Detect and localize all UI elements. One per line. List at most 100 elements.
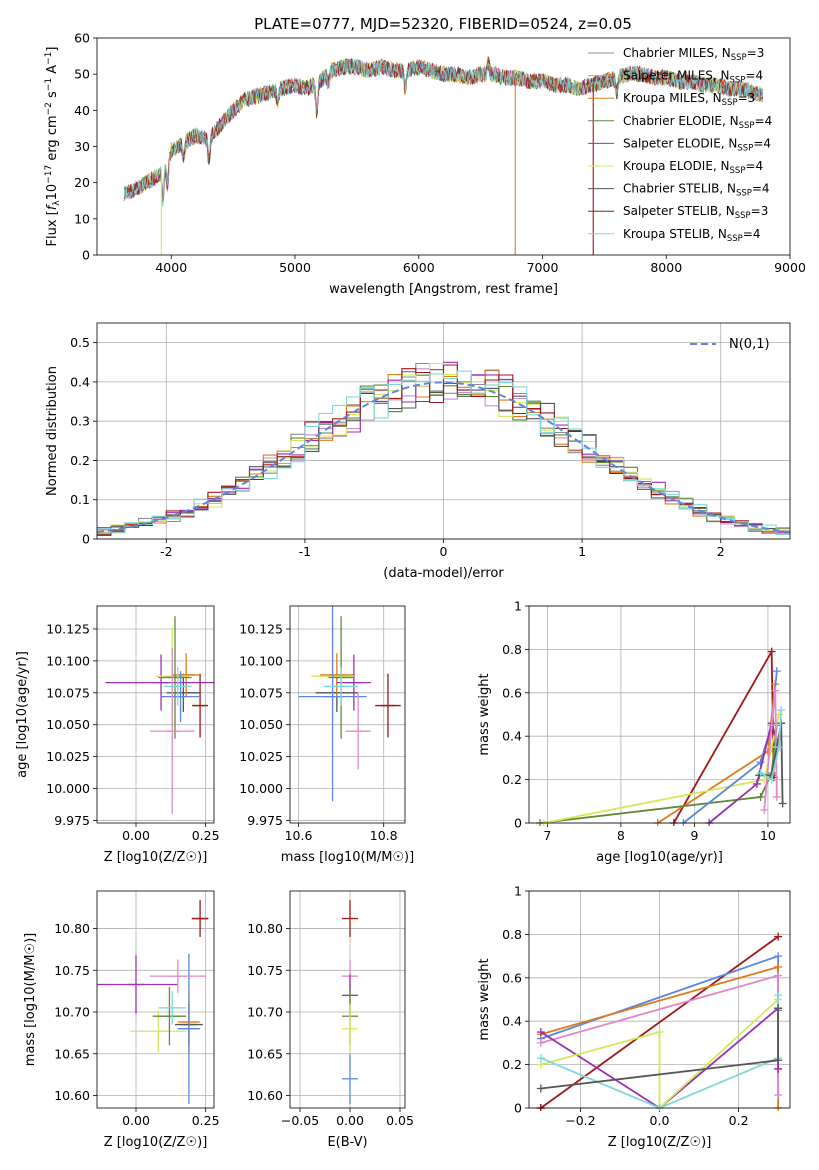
x-axis-label: E(B-V) [327, 1135, 367, 1150]
x-tick-label: 9000 [774, 260, 806, 275]
x-tick-label: 0.00 [122, 828, 150, 843]
x-tick-label: 10 [760, 828, 776, 843]
y-label-part: −2 [44, 102, 54, 115]
y-axis-label: Flux [fλ10−17 erg cm−2 s−1 A−1] [44, 47, 62, 247]
y-label-part: s [45, 91, 60, 102]
axes-frame [96, 322, 791, 540]
weight-marker-3-0 [536, 1038, 545, 1047]
x-axis-label: Z [log10(Z/Z☉)] [104, 850, 208, 865]
weight-marker-6-3 [772, 792, 781, 801]
y-tick-label: 0.2 [70, 453, 90, 468]
x-tick-label: 0.25 [192, 1113, 220, 1128]
legend-n: =3 [747, 46, 765, 60]
legend-n: =3 [751, 204, 769, 218]
x-tick-label: 7 [543, 828, 551, 843]
weight-marker-6-2 [771, 686, 780, 695]
y-tick-label: 0 [82, 248, 90, 263]
weight-marker-3-2 [774, 1090, 783, 1099]
weight-line-8 [760, 710, 783, 782]
y-tick-label: 0.1 [70, 492, 90, 507]
x-tick-label: 1 [578, 544, 586, 559]
y-tick-label: 0.6 [502, 970, 522, 985]
weight-marker-0-2 [774, 932, 783, 941]
y-tick-label: 10.075 [46, 685, 90, 700]
legend-entry-0: Chabrier MILES, NSSP=3 [623, 46, 764, 63]
y-tick-label: 10.60 [247, 1088, 283, 1103]
y-tick-label: 10.075 [239, 685, 283, 700]
y-axis-label: Normed distribution [45, 366, 60, 496]
legend-entry-3: Chabrier ELODIE, NSSP=4 [623, 114, 772, 131]
weight-marker-0-1 [767, 647, 776, 656]
legend-entry-6: Chabrier STELIB, NSSP=4 [623, 182, 770, 199]
y-tick-label: 0.5 [70, 335, 90, 350]
legend-label: Chabrier MILES, N [623, 46, 731, 60]
axes-frame [96, 605, 215, 824]
y-tick-label: 0.4 [70, 374, 90, 389]
y-tick-label: 10.125 [239, 621, 283, 636]
y-tick-label: 10.75 [247, 963, 283, 978]
legend-entry-8: Kroupa STELIB, NSSP=4 [623, 227, 761, 244]
x-tick-label: 4000 [155, 260, 187, 275]
y-label-part: Flux [ [45, 210, 60, 246]
legend-label: Salpeter MILES, N [623, 69, 730, 83]
y-axis-label: age [log10(age/yr)] [15, 651, 30, 778]
legend-label: Chabrier ELODIE, N [623, 114, 739, 128]
axes-frame [96, 890, 215, 1109]
axes-frame [528, 605, 791, 824]
legend-sub: SSP [730, 166, 746, 176]
weight-marker-7-3 [778, 799, 787, 808]
y-tick-label: 10 [74, 211, 90, 226]
x-tick-label: 0.00 [122, 1113, 150, 1128]
y-label-part: −1 [44, 78, 54, 91]
errorbar-points [342, 900, 358, 1104]
weight-marker-6-0 [760, 805, 769, 814]
y-tick-label: 10.65 [247, 1046, 283, 1061]
legend-label: Salpeter ELODIE, N [623, 136, 737, 150]
weight-marker-6-1 [767, 721, 776, 730]
y-axis-label: mass weight [477, 673, 492, 755]
legend-n: =3 [738, 91, 756, 105]
legend-sub: SSP [736, 189, 752, 199]
legend-sub: SSP [727, 234, 743, 244]
y-label-part: A [45, 65, 60, 78]
x-tick-label: 10.8 [370, 828, 398, 843]
panel-age-vs-mass: 10.6 10.8 9.975 10.000 10.025 10.050 10.075 10.… [239, 605, 414, 865]
y-tick-label: 10.050 [46, 717, 90, 732]
legend-entry-4: Salpeter ELODIE, NSSP=4 [623, 136, 771, 153]
y-tick-label: 0 [82, 532, 90, 547]
y-tick-label: 40 [74, 103, 90, 118]
x-axis-label: Z [log10(Z/Z☉)] [104, 1135, 208, 1150]
weight-marker-3-1 [774, 971, 783, 980]
weight-marker-5-1 [752, 779, 761, 788]
y-tick-label: 0.4 [502, 729, 522, 744]
y-tick-label: 20 [74, 175, 90, 190]
y-tick-label: 0.4 [502, 1014, 522, 1029]
spectrum-lines [123, 56, 764, 255]
y-tick-label: 9.975 [54, 813, 90, 828]
legend-n: =4 [755, 114, 773, 128]
weight-marker-7-1 [774, 1056, 783, 1065]
weight-marker-2-1 [756, 792, 765, 801]
y-label-part: f [45, 203, 60, 210]
y-tick-label: 10.025 [46, 749, 90, 764]
errorbar-points [105, 616, 214, 815]
y-tick-label: 0 [514, 1101, 522, 1116]
y-tick-label: 10.80 [247, 921, 283, 936]
x-tick-label: 10.6 [285, 828, 313, 843]
weight-marker-4-3 [772, 667, 781, 676]
legend-label: Kroupa ELODIE, N [623, 159, 730, 173]
weight-marker-6-0 [536, 1054, 545, 1063]
x-tick-label: 0.05 [386, 1113, 414, 1128]
y-tick-label: 9.975 [247, 813, 283, 828]
y-tick-label: 10.100 [46, 653, 90, 668]
weight-marker-8-1 [767, 775, 776, 784]
hist-series-8 [97, 370, 790, 535]
x-tick-label: 2 [717, 544, 725, 559]
y-tick-label: 10.000 [46, 781, 90, 796]
grid-lines [290, 891, 405, 1108]
x-tick-label: 8 [617, 828, 625, 843]
axes-frame [289, 605, 406, 824]
grid-lines [290, 606, 405, 823]
weight-marker-1-1 [774, 952, 783, 961]
legend-sub: SSP [722, 98, 738, 108]
